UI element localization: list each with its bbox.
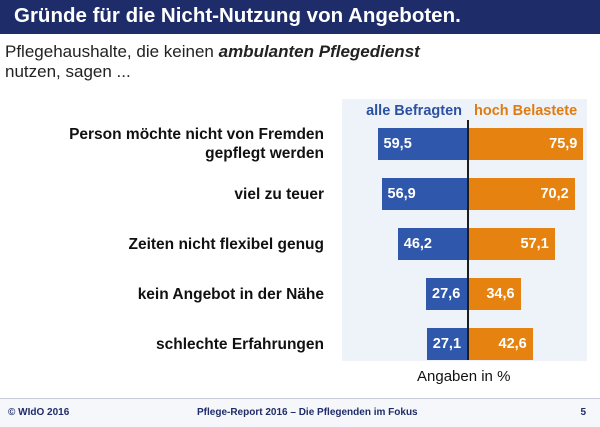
legend-all-respondents: alle Befragten xyxy=(366,103,462,119)
category-label: schlechte Erfahrungen xyxy=(156,335,324,353)
bar-all-respondents: 27,6 xyxy=(426,278,468,310)
bar-highly-burdened: 70,2 xyxy=(468,178,575,210)
footer: © WIdO 2016 Pflege-Report 2016 – Die Pfl… xyxy=(0,398,600,427)
category-label: Zeiten nicht flexibel genug xyxy=(128,235,325,253)
bar-value-label: 27,1 xyxy=(432,336,462,352)
bar-all-respondents: 27,1 xyxy=(426,328,468,360)
bar-value-label: 70,2 xyxy=(540,186,569,202)
subtitle-text-end: nutzen, sagen ... xyxy=(5,62,131,81)
bar-highly-burdened: 75,9 xyxy=(468,128,584,160)
footer-copyright: © WIdO 2016 xyxy=(8,407,70,418)
category-label: viel zu teuer xyxy=(234,185,324,203)
category-label: Person möchte nicht von Fremden gepflegt … xyxy=(69,126,324,162)
subtitle-emphasis: ambulanten Pflegedienst xyxy=(218,42,420,61)
bar-highly-burdened: 57,1 xyxy=(468,228,555,260)
subtitle-text: Pflegehaushalte, die keinen xyxy=(5,42,219,61)
bar-all-respondents: 46,2 xyxy=(397,228,468,260)
bar-highly-burdened: 34,6 xyxy=(468,278,521,310)
bar-value-label: 46,2 xyxy=(403,236,432,252)
bar-value-label: 75,9 xyxy=(549,136,578,152)
legend-highly-burdened: hoch Belastete xyxy=(474,103,578,119)
bar-value-label: 27,6 xyxy=(432,286,461,302)
category-label: kein Angebot in der Nähe xyxy=(137,285,324,303)
bar-all-respondents: 59,5 xyxy=(377,128,468,160)
bar-highly-burdened: 42,6 xyxy=(468,328,533,360)
bar-value-label: 57,1 xyxy=(520,236,549,252)
slide-title: Gründe für die Nicht-Nutzung von Angebot… xyxy=(14,4,461,27)
subtitle: Pflegehaushalte, die keinen ambulanten P… xyxy=(5,42,475,82)
footer-report-title: Pflege-Report 2016 – Die Pflegenden im F… xyxy=(197,407,418,418)
bar-value-label: 56,9 xyxy=(387,186,416,202)
bar-all-respondents: 56,9 xyxy=(381,178,468,210)
center-axis-line xyxy=(467,120,469,360)
axis-caption: Angaben in % xyxy=(417,368,511,385)
footer-page-number: 5 xyxy=(580,407,586,418)
bar-value-label: 42,6 xyxy=(498,336,527,352)
bar-value-label: 34,6 xyxy=(486,286,515,302)
title-bar: Gründe für die Nicht-Nutzung von Angebot… xyxy=(0,0,600,34)
bar-value-label: 59,5 xyxy=(383,136,412,152)
